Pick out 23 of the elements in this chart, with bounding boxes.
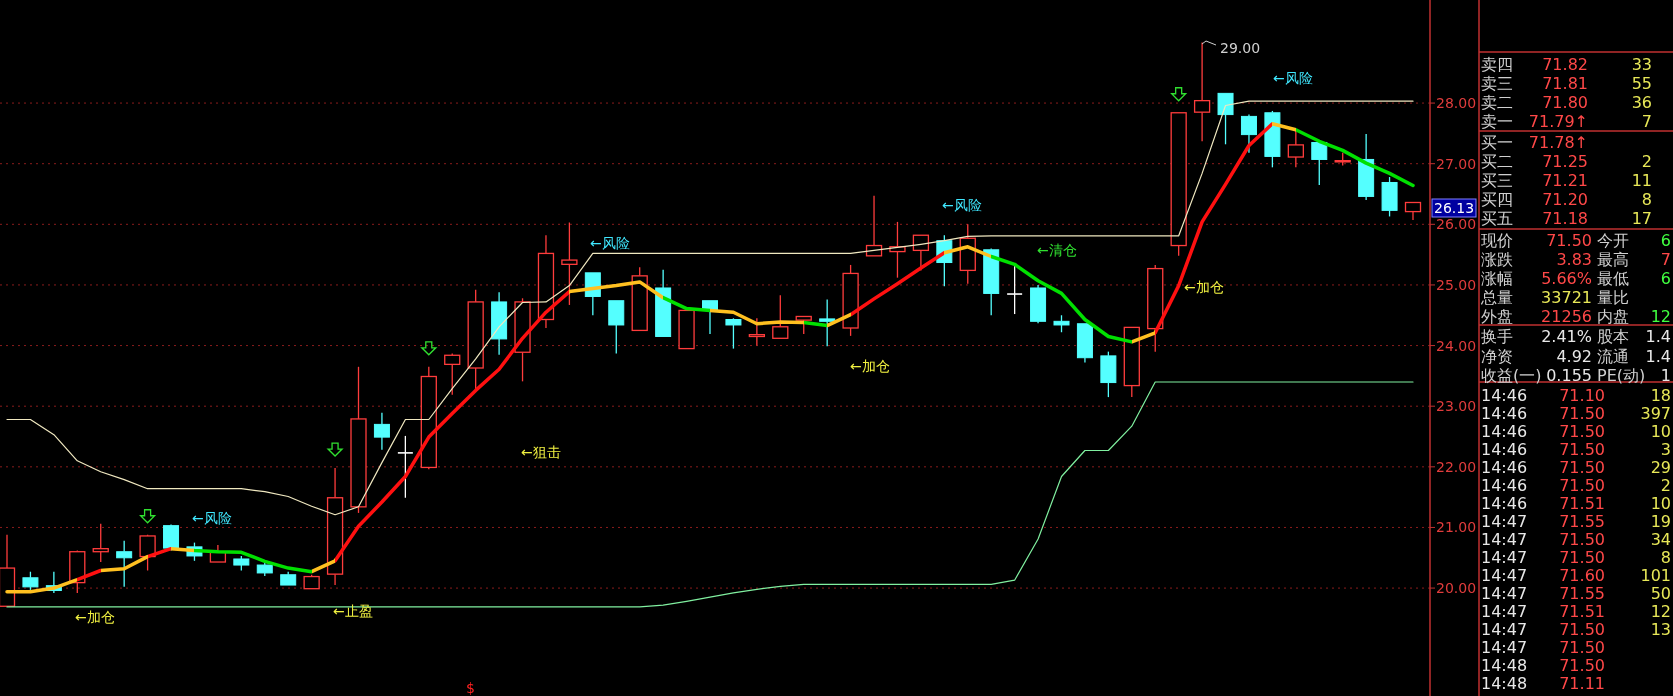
annotation: ←加仓 [75, 609, 115, 625]
annotation: ←加仓 [850, 358, 890, 374]
annotation: ←狙击 [521, 444, 561, 460]
text: 26.13 [1434, 200, 1475, 216]
annotation: ←风险 [192, 510, 232, 526]
annotation: ←清仓 [1037, 242, 1077, 258]
y-tick-label: 26.00 [1436, 216, 1477, 233]
y-tick-label: 28.00 [1436, 95, 1477, 112]
annotation: ←风险 [1273, 70, 1313, 86]
y-tick-label: 21.00 [1436, 519, 1477, 536]
annotation: ←风险 [942, 197, 982, 213]
y-tick-label: 27.00 [1436, 155, 1477, 172]
annotation: ←止盈 [333, 603, 373, 619]
y-tick-label: 22.00 [1436, 458, 1477, 475]
y-tick-label: 20.00 [1436, 580, 1477, 597]
y-tick-label: 23.00 [1436, 398, 1477, 415]
annotation: ←加仓 [1184, 279, 1224, 295]
y-tick-label: 25.00 [1436, 276, 1477, 293]
annotation: $ [466, 680, 475, 696]
quote-panel: 卖四 71.82 33 卖三 71.81 55 卖二 71.80 36 卖一 71.79↑ 7 买一 71.78↑ 买二 71.25 2 买三 71.21 11 买四 71.20 8 买五 71.18 17 现价 71.50 今开 6 涨跌 3.83 最高 7 涨幅 5.66% 最低 6 总量 33721 量比 外盘 21256 内盘 12 换手 2.41% 股本 1.4 净资 4.92 流通 1.4 收益(一) 0.155 PE(动) 1 14:46 71.10 18 14:46 71.50 397 14:46 71.50 10 14:46 71.50 3 14:46 71.50 29 14:46 71.50 2 14:46 71.51 10 14:47 71.55 19 14:47 71.50 34 14:47 71.50 8 14:47 71.60 101 14:47 71.55 50 14:47 71.51 12 14:47 71.50 13 14:47 71.50 14:48 71.50 14:48 71.11 [1478, 0, 1673, 696]
annotation: ←风险 [590, 235, 630, 251]
y-tick-label: 24.00 [1436, 337, 1477, 354]
annotation: 29.00 [1220, 40, 1261, 56]
